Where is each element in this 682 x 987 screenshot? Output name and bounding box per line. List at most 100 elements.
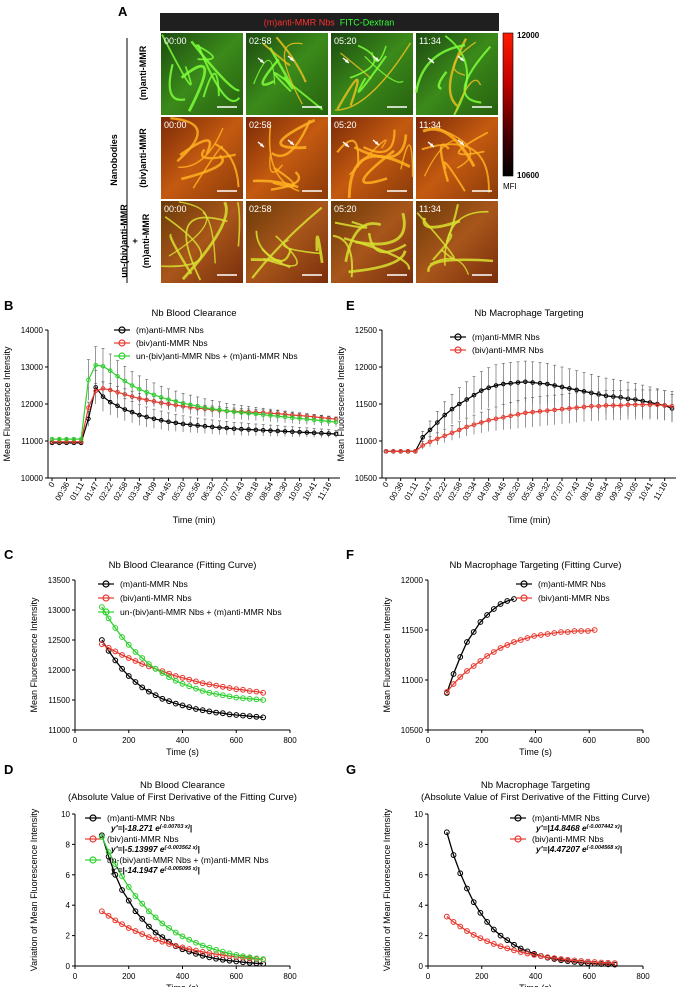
data-point (471, 422, 477, 428)
data-point (105, 912, 112, 919)
data-point (129, 409, 135, 415)
data-point (226, 711, 233, 718)
data-point (567, 386, 572, 391)
data-point (497, 932, 504, 939)
series-1 (443, 627, 598, 695)
data-point (172, 677, 179, 684)
arrow-head (460, 57, 464, 61)
legend-label: (m)anti-MMR Nbs (472, 332, 540, 342)
x-tick-label: 11:16 (652, 480, 670, 502)
data-point (326, 419, 332, 424)
data-point (112, 648, 119, 655)
data-point (537, 953, 544, 960)
colorbar-min: 10600 (517, 171, 540, 180)
data-point (199, 948, 206, 955)
data-point (464, 668, 470, 674)
data-point (146, 661, 152, 667)
vessel (437, 70, 448, 90)
data-point (188, 402, 193, 408)
vessel (161, 34, 192, 86)
data-point (180, 421, 186, 427)
data-point (457, 654, 464, 660)
x-axis-label: Time (s) (166, 983, 199, 987)
data-point (180, 400, 186, 406)
x-tick-label: 0 (426, 736, 431, 745)
data-point (98, 908, 105, 915)
fit-curve (446, 832, 615, 966)
vessel (439, 143, 450, 182)
fit-curve (101, 643, 264, 694)
vessel (355, 212, 406, 246)
data-point (477, 619, 484, 625)
series-line (386, 381, 673, 452)
legend-label: un-(biv)anti-MMR Nbs + (m)anti-MMR Nbs (136, 351, 298, 361)
data-point (98, 637, 105, 643)
data-point (112, 871, 119, 878)
data-point (524, 950, 531, 957)
data-point (213, 682, 219, 689)
vessel (195, 44, 214, 61)
micrograph-tile: 11:34 (416, 201, 498, 283)
chart-title: Nb Blood Clearance (Fitting Curve) (109, 560, 257, 571)
data-point (290, 429, 295, 435)
data-point (383, 449, 389, 454)
x-tick-label: 0 (73, 736, 78, 745)
data-point (282, 429, 288, 434)
legend-swatch-marker (118, 326, 126, 334)
data-point (275, 413, 281, 419)
chart-f-macrophage-targeting-fit: Nb Macrophage Targeting (Fitting Curve) 1… (382, 560, 650, 757)
data-point (268, 428, 273, 433)
micrograph-bg (161, 33, 243, 115)
data-point (253, 713, 260, 720)
data-point (246, 713, 253, 720)
vessel (336, 78, 359, 110)
data-point (479, 388, 484, 393)
row-label-un-biv: un-(biv)anti-MMR (119, 204, 129, 278)
data-point (193, 685, 199, 692)
arrow-head (460, 141, 464, 145)
data-point (158, 395, 164, 400)
vessel (252, 179, 299, 189)
data-point (558, 629, 564, 635)
legend-label: (m)anti-MMR Nbs (532, 813, 600, 823)
micrograph-tile: 02:58 (246, 117, 328, 199)
data-point (115, 403, 120, 409)
data-point (260, 412, 266, 418)
micrograph-tile: 11:34 (414, 33, 498, 116)
equation-exponent: (-0.003562 x) (164, 845, 197, 851)
data-point (224, 425, 230, 431)
data-point (179, 933, 186, 940)
data-point (172, 700, 179, 707)
data-point (591, 959, 598, 965)
data-point (107, 387, 113, 393)
data-point (166, 419, 171, 425)
data-point (166, 941, 172, 947)
data-point (219, 948, 226, 955)
data-point (405, 449, 411, 454)
data-point (493, 416, 499, 422)
vessel (180, 64, 206, 112)
x-axis-label: Time (min) (508, 515, 551, 525)
micrograph-tile: 00:00 (161, 201, 243, 283)
data-point (501, 381, 506, 387)
data-point (193, 939, 199, 946)
data-point (206, 708, 213, 715)
vessel (261, 58, 280, 86)
data-point (125, 673, 132, 679)
data-point (240, 686, 246, 693)
vessel (262, 43, 291, 67)
data-point (105, 644, 112, 651)
data-point (152, 914, 159, 921)
data-point (311, 430, 317, 436)
data-point (213, 946, 219, 953)
data-point (589, 403, 594, 409)
y-axis-label: Mean Fluorescence Intensity (29, 597, 39, 713)
row-label-m: (m)anti-MMR (138, 45, 148, 100)
data-point (144, 414, 149, 420)
x-tick-label: 200 (475, 972, 489, 981)
data-point (209, 406, 215, 412)
data-point (173, 399, 179, 404)
data-point (239, 426, 244, 432)
y-tick-label: 0 (419, 962, 424, 971)
